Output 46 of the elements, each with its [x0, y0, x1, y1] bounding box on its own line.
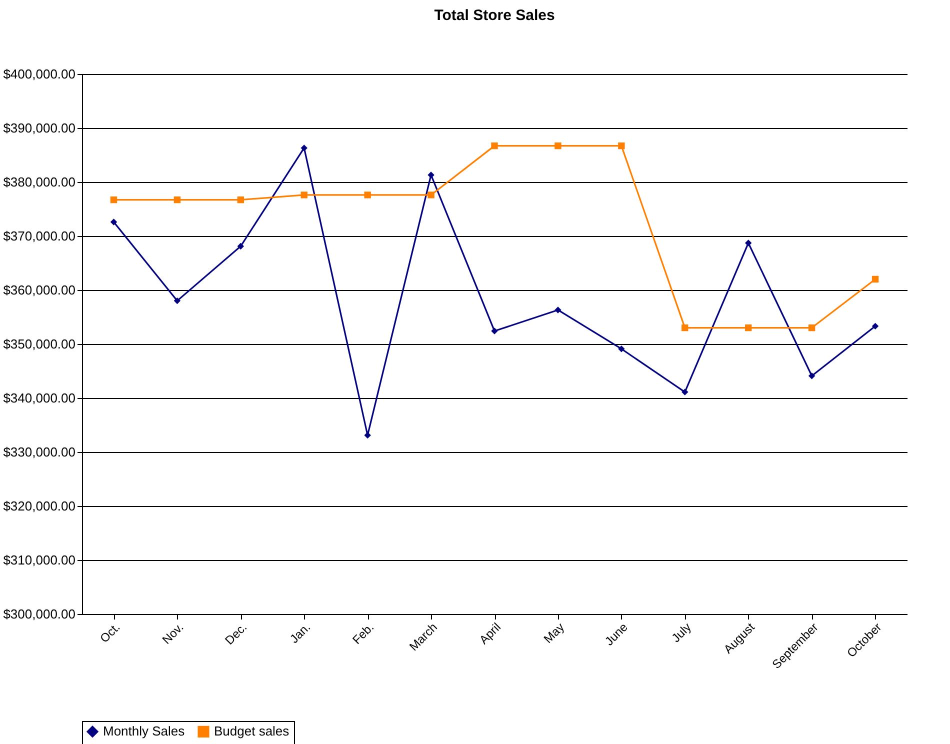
point [872, 276, 879, 283]
point [428, 192, 434, 198]
x-tick-label: July [668, 620, 694, 646]
point [554, 142, 562, 150]
y-tick-label: $360,000.00 [3, 282, 76, 298]
point [300, 192, 308, 198]
point [491, 142, 498, 150]
y-tick-label: $320,000.00 [3, 498, 76, 514]
x-tick-label: Dec. [222, 620, 250, 648]
point [744, 324, 752, 332]
y-tick-label: $350,000.00 [3, 336, 76, 352]
y-tick-label: $380,000.00 [3, 174, 76, 190]
y-tick-label: $390,000.00 [3, 120, 76, 136]
point [682, 324, 688, 332]
point [237, 196, 244, 204]
point [174, 297, 181, 304]
y-tick-label: $310,000.00 [3, 552, 76, 568]
x-tick-label: Feb. [350, 620, 377, 647]
point [364, 192, 371, 198]
point [744, 240, 752, 246]
point [808, 372, 816, 380]
point [682, 388, 688, 396]
point [872, 322, 879, 330]
point [110, 196, 118, 204]
x-tick-label: Jan. [287, 620, 314, 646]
legend-label: Budget sales [214, 724, 290, 739]
point [554, 306, 562, 314]
legend-label: Monthly Sales [103, 724, 186, 739]
point [618, 346, 625, 352]
chart-title: Total Store Sales [434, 7, 555, 24]
x-tick-label: Nov. [159, 620, 186, 647]
point [110, 218, 118, 226]
point [618, 142, 625, 150]
y-tick-label: $340,000.00 [3, 390, 76, 406]
x-tick-label: May [541, 620, 567, 646]
point [428, 172, 434, 178]
x-tick-label: Oct. [97, 620, 123, 646]
y-tick-label: $400,000.00 [3, 66, 76, 82]
point [808, 324, 816, 332]
y-tick-label: $370,000.00 [3, 228, 76, 244]
y-tick-label: $300,000.00 [3, 606, 76, 622]
point [237, 242, 244, 250]
point [300, 144, 308, 152]
point [174, 196, 181, 204]
y-tick-label: $330,000.00 [3, 444, 76, 460]
point [491, 328, 498, 334]
